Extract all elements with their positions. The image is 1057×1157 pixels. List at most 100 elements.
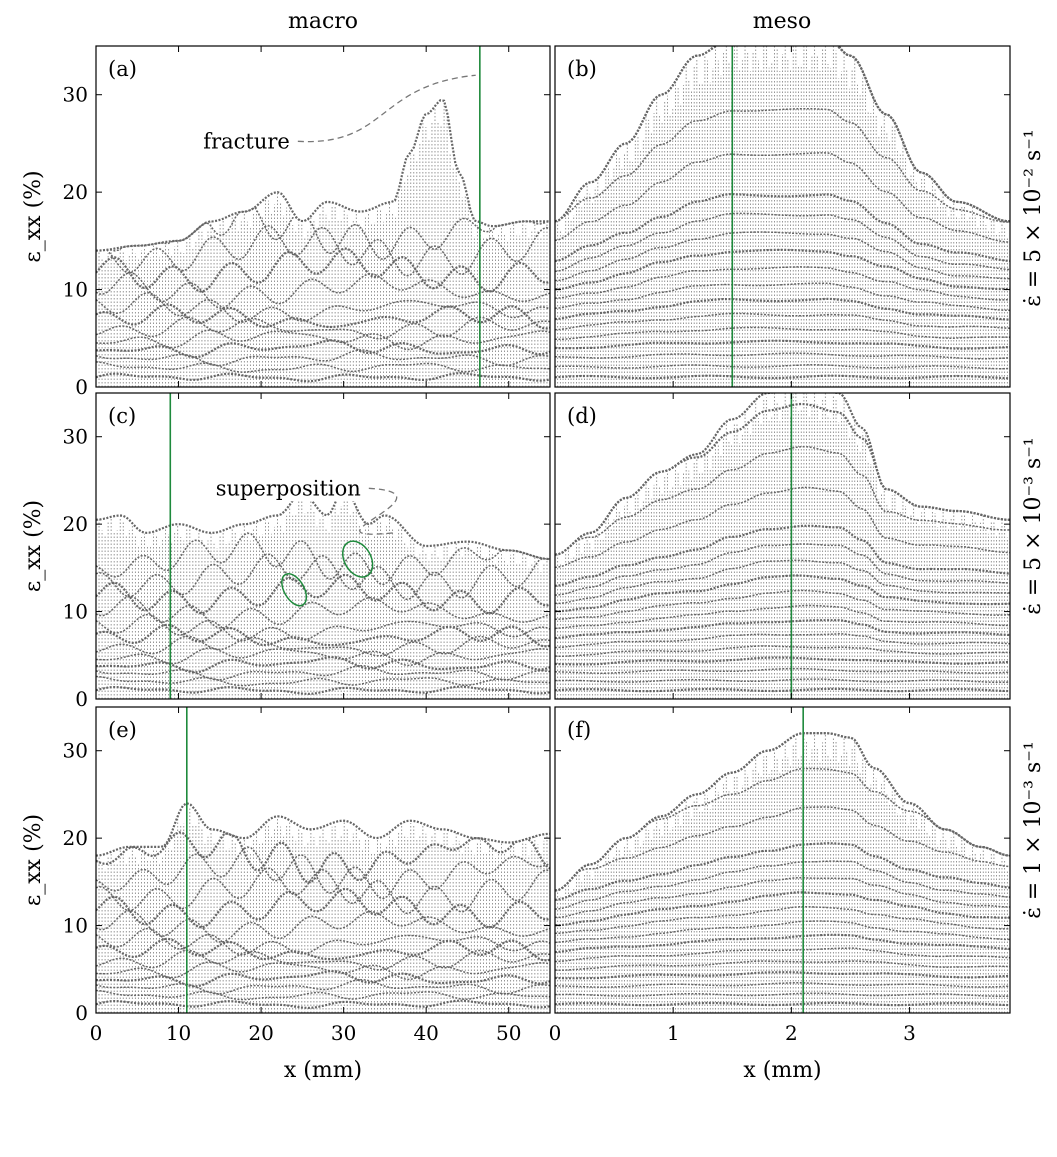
strain-profile-curve <box>96 978 550 995</box>
strain-profile-curve <box>96 887 550 929</box>
x-tick-label: 10 <box>166 1021 191 1045</box>
x-axis-label: x (mm) <box>743 1058 821 1083</box>
strain-profile-curve <box>96 225 550 277</box>
y-axis-label: ε_xx (%) <box>21 170 46 262</box>
x-tick-label: 1 <box>667 1021 680 1045</box>
y-tick-label: 30 <box>63 739 88 763</box>
strain-profile-curve <box>555 876 1010 919</box>
strain-profile-curve <box>555 971 1010 980</box>
strain-profile-curve <box>555 842 1010 901</box>
panel-label: (d) <box>567 404 597 428</box>
strain-profile-curve <box>555 732 1010 892</box>
panel-e: (e) 0 10 20 30 0 10 20 30 40 50 ε_xx (%) x (mm) <box>21 706 551 1083</box>
strain-profile-curve <box>96 372 550 383</box>
strain-profile-curve <box>555 339 1010 350</box>
y-axis-label: ε_xx (%) <box>21 500 46 592</box>
row-label-rate-1: ε̇ = 5 × 10⁻² s⁻¹ <box>1021 129 1046 306</box>
x-tick-label: 40 <box>413 1021 438 1045</box>
strain-profile-curve <box>96 961 550 981</box>
strain-profile-curve <box>555 860 1010 910</box>
y-tick-label: 20 <box>63 512 88 536</box>
y-tick-label: 0 <box>75 1001 88 1025</box>
envelope-curve <box>96 801 550 857</box>
annotation-label: fracture <box>203 129 290 153</box>
annotation-leader <box>297 74 476 143</box>
envelope-curve <box>555 732 1010 892</box>
strain-profile-curve <box>555 364 1010 370</box>
envelope-curve <box>96 488 550 561</box>
annotation-label: superposition <box>216 476 361 500</box>
envelope-curve <box>555 46 1010 223</box>
panel-frame <box>95 392 551 700</box>
strain-profile-curve <box>96 831 550 884</box>
y-tick-label: 10 <box>63 600 88 624</box>
strain-profile-curve <box>555 633 1010 649</box>
column-title-meso: meso <box>753 9 811 34</box>
strain-profile-curve <box>96 635 550 657</box>
panel-plot-area <box>96 707 550 1013</box>
strain-profile-curve <box>555 678 1010 684</box>
strain-profile-curve <box>555 656 1010 666</box>
panel-d: (d) <box>554 392 1011 700</box>
panel-frame <box>95 706 551 1014</box>
strain-profile-curve <box>96 937 550 962</box>
panel-frame <box>95 45 551 388</box>
panel-plot-area <box>555 707 1010 1013</box>
strain-profile-curve <box>555 524 1010 587</box>
column-title-macro: macro <box>288 9 358 34</box>
envelope-curve <box>555 393 1010 556</box>
panel-frame <box>554 392 1011 700</box>
strain-profile-curve <box>96 664 550 681</box>
x-tick-label: 3 <box>903 1021 916 1045</box>
panel-frame <box>554 706 1011 1014</box>
strain-profile-curve <box>96 989 550 1001</box>
superposition-ellipse <box>281 573 308 607</box>
strain-profile-curve <box>96 970 550 988</box>
strain-profile-curve <box>555 193 1010 263</box>
annotation-label-bg <box>200 128 293 155</box>
strain-profile-curve <box>555 960 1010 971</box>
strain-profile-curve <box>555 445 1010 556</box>
strain-profile-curve <box>555 312 1010 331</box>
strain-profile-curve <box>555 231 1010 282</box>
strain-profile-curve <box>555 374 1010 380</box>
strain-profile-curve <box>555 352 1010 360</box>
strain-profile-curve <box>555 687 1010 693</box>
x-axis-label: x (mm) <box>284 1058 362 1083</box>
y-tick-label: 20 <box>63 180 88 204</box>
y-axis-label: ε_xx (%) <box>21 814 46 906</box>
panel-c: superposition (c) 0 10 20 30 ε_xx (%) <box>21 392 551 711</box>
strain-profile-curve <box>96 303 550 330</box>
strain-profile-curve <box>96 647 550 667</box>
y-tick-label: 0 <box>75 375 88 399</box>
strain-profile-curve <box>555 486 1010 569</box>
panel-plot-area <box>555 393 1010 699</box>
strain-profile-curve <box>555 107 1010 223</box>
x-tick-label: 0 <box>90 1021 103 1045</box>
x-tick-label: 20 <box>248 1021 273 1045</box>
strain-profile-curve <box>555 266 1010 301</box>
strain-profile-curve <box>96 349 550 367</box>
strain-profile-curve <box>555 982 1010 988</box>
strain-profile-curve <box>96 292 550 323</box>
row-label-rate-3: ε̇ = 1 × 10⁻³ s⁻¹ <box>1021 741 1046 918</box>
panel-label: (b) <box>567 57 597 81</box>
strain-profile-curve <box>96 846 550 900</box>
row-label-rate-2: ε̇ = 5 × 10⁻³ s⁻¹ <box>1021 437 1046 614</box>
strain-profile-curve <box>96 656 550 674</box>
panel-label: (e) <box>108 718 137 742</box>
panel-a: fracture (a) 0 10 20 30 ε_xx (%) <box>21 45 551 399</box>
panel-f: (f) 0 1 2 3 x (mm) <box>549 706 1011 1083</box>
strain-profile-curve <box>96 329 550 351</box>
strain-profile-curve <box>555 212 1010 273</box>
y-tick-label: 0 <box>75 687 88 711</box>
panel-frame <box>554 45 1011 388</box>
panel-plot-area <box>96 393 550 699</box>
panel-plot-area <box>555 46 1010 387</box>
panel-b: (b) <box>554 45 1011 388</box>
strain-profile-curve <box>555 574 1010 613</box>
strain-profile-curve <box>555 393 1010 556</box>
strain-profile-curve <box>555 326 1010 340</box>
strain-profile-curve <box>555 920 1010 944</box>
